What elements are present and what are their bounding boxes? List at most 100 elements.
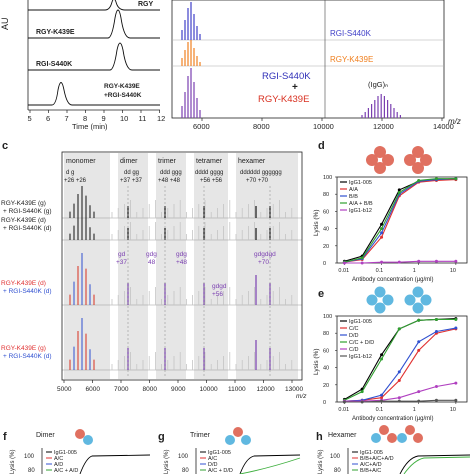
point-A/A + B/B [417, 178, 421, 182]
b-xtick-label: 6000 [193, 122, 210, 131]
panel-e-xlabel: Antibody concentration (µg/ml) [352, 416, 434, 422]
point-C/D [417, 390, 421, 394]
point-B/B [380, 231, 384, 235]
trace-label-rgy-k439e: RGY-K439E [36, 29, 75, 36]
panel-e-frame [336, 315, 468, 403]
legend-item: A/C + D/D [208, 468, 233, 474]
panel-c-spectra [62, 186, 302, 378]
panel-e-letter: e [318, 288, 324, 300]
panel-d-xlabel: Antibody concentration (µg/ml) [352, 277, 434, 283]
point-C/D [454, 381, 458, 385]
panel-b-xunit: m/z [448, 117, 461, 126]
point-IgG1-b12 [417, 399, 421, 403]
panel-h-curve-black [399, 454, 471, 474]
panel-d-frame [336, 176, 468, 264]
label-gdg-charge: 48 [148, 259, 156, 266]
b-xtick-label: 14000 [433, 122, 454, 131]
panel-g-ytick-80: 80 [182, 468, 189, 474]
point-C/D [397, 396, 401, 400]
row-label-1b: + RGI-S440K (g) [3, 208, 52, 215]
legend-item: C/C [349, 326, 359, 332]
c-xtick-label: 12000 [257, 386, 275, 393]
curve-A/A + B/B [344, 178, 456, 263]
ytick-label: 100 [323, 314, 332, 320]
a-xtick-label: 5 [28, 114, 32, 123]
panel-h-curve-green [403, 456, 471, 474]
dimer-icon [75, 429, 93, 445]
point-C/C [380, 396, 384, 400]
panel-f-ytick-100: 100 [24, 454, 35, 460]
label-hexamer-charge: +70 +70 [246, 178, 269, 184]
xtick-label: 0.01 [338, 407, 349, 413]
point-D/D [380, 393, 384, 397]
trace-label-rgy: RGY [138, 1, 154, 8]
band-label-trimer: trimer [158, 158, 177, 165]
panel-h-ytick-80: 80 [334, 468, 341, 474]
a-xtick-label: 12 [157, 114, 165, 123]
label-gdg2-charge: +48 [176, 259, 187, 266]
legend-item: A/A [349, 187, 358, 193]
point-A/A + B/B [397, 190, 401, 194]
point-A/A + B/B [380, 227, 384, 231]
panel-g-ylabel: Lysis (%) [164, 450, 170, 474]
label-mono-charge: +26 +26 [64, 178, 87, 184]
point-C/C [397, 379, 401, 382]
legend-item: A/C [54, 456, 63, 462]
legend-item: IgG1-005 [360, 450, 383, 456]
ytick-label: 0 [323, 400, 326, 406]
xtick-label: 1 [413, 407, 416, 413]
panel-a-x-ticks: 5 6 7 8 9 10 11 12 [28, 110, 165, 123]
trace-label-mix-line2: +RGI-S440K [104, 92, 142, 99]
panel-h-ytick-100: 100 [330, 454, 341, 460]
label-hexamer: dddddd gggggg [240, 170, 282, 176]
panel-f-letter: f [3, 431, 7, 443]
chromatogram-trace-mix [28, 82, 160, 106]
panel-e-curves [342, 317, 458, 404]
panel-d: d Lysis (%) 0 20 40 60 80 100 0.01 0.1 1 10 IgG1-… [313, 140, 468, 283]
panel-c-x-ticks: 5000 6000 7000 8000 9000 10000 11000 12000 13000 [57, 380, 303, 393]
label-gdg2: gdg [176, 251, 187, 258]
legend-item: IgG1-b12 [349, 208, 372, 214]
point-C/C + D/D [380, 357, 384, 361]
chromatogram-trace-rgy-k439e [28, 9, 160, 39]
ytick-label: 100 [323, 175, 332, 181]
point-D/D [397, 370, 401, 374]
ytick-label: 40 [323, 366, 329, 372]
point-IgG1-b12 [380, 399, 384, 403]
point-IgG1-b12 [360, 400, 364, 404]
panel-c-letter: c [2, 140, 8, 152]
row-label-1a: RGY-K439E (g) [1, 200, 46, 207]
panel-d-letter: d [318, 140, 325, 152]
panel-c-xunit: m/z [296, 393, 307, 400]
band-label-tetramer: tetramer [196, 158, 223, 165]
panel-g-curve-green [239, 457, 301, 474]
panel-b: RGI-S440K RGY-K439E RGI-S440K + RGY-K439… [171, 0, 461, 131]
spectrum-label-plus: + [292, 82, 298, 93]
b-xtick-label: 10000 [313, 122, 334, 131]
band-label-hexamer: hexamer [238, 158, 266, 165]
panel-f-ytick-80: 80 [28, 468, 35, 474]
label-trimer-charge: +48 +48 [158, 178, 181, 184]
point-IgG1-005 [380, 353, 384, 357]
point-IgG1-b12 [342, 400, 346, 404]
trace-label-mix-line1: RGY-K439E [104, 83, 140, 90]
panel-c-frame [61, 151, 303, 381]
panel-d-curves [342, 177, 458, 265]
point-C/C + D/D [454, 317, 458, 321]
c-xtick-label: 11000 [228, 386, 246, 393]
legend-item: IgG1-005 [349, 319, 372, 325]
point-D/D [434, 329, 438, 333]
c-xtick-label: 5000 [57, 386, 72, 393]
c-xtick-label: 6000 [86, 386, 101, 393]
hexamer-dd-icon [404, 286, 432, 314]
row-label-4b: + RGI-S440K (d) [3, 353, 52, 360]
panel-f-curve [79, 454, 151, 474]
ytick-label: 20 [323, 383, 329, 389]
point-IgG1-b12 [417, 259, 421, 263]
point-A/A + B/B [360, 256, 364, 260]
curve-B/B [344, 178, 456, 263]
